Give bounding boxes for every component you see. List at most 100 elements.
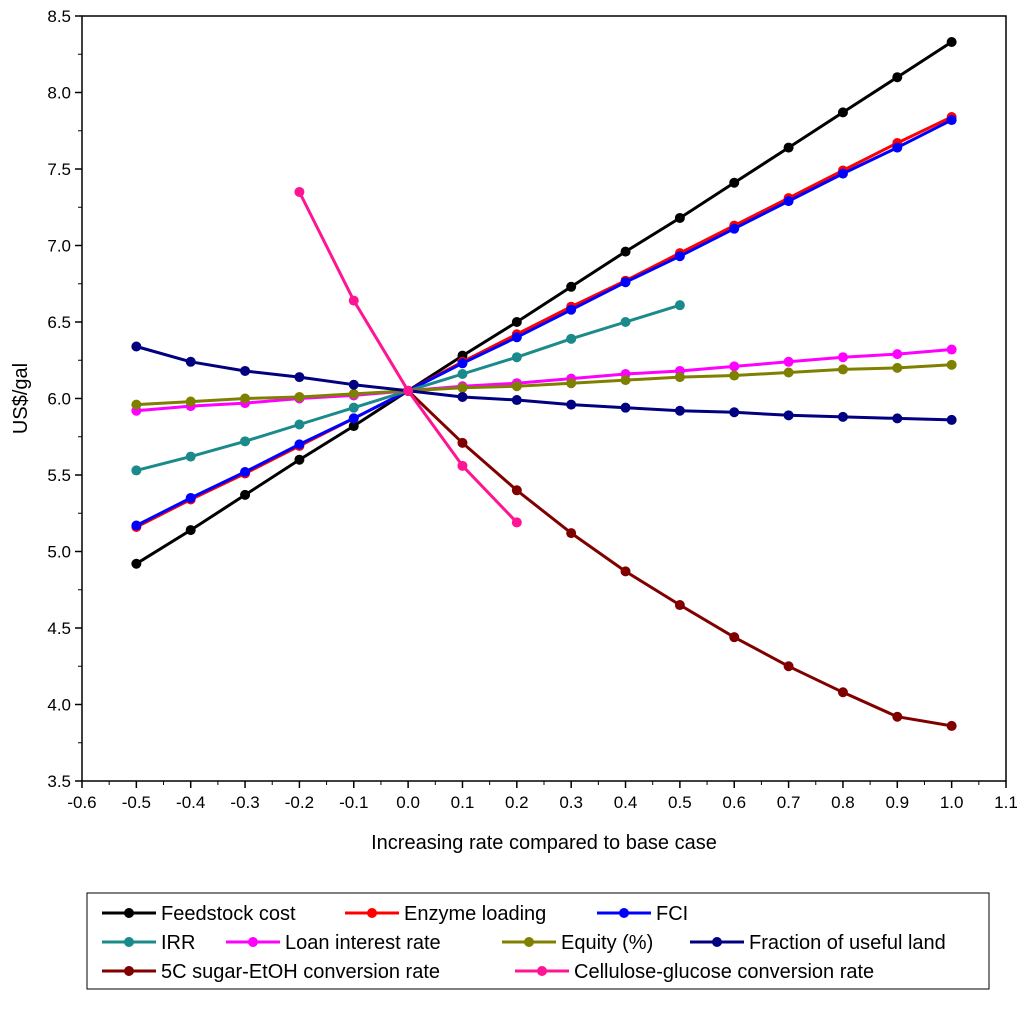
- data-point: [511, 352, 522, 363]
- data-point: [348, 295, 359, 306]
- data-point: [348, 421, 359, 432]
- x-tick-label: 0.6: [722, 793, 746, 812]
- x-tick-label: 1.1: [994, 793, 1018, 812]
- data-point: [511, 317, 522, 327]
- data-point: [294, 372, 305, 383]
- data-point: [620, 402, 631, 413]
- x-tick-label: -0.4: [176, 793, 205, 812]
- data-point: [837, 352, 848, 363]
- data-point: [185, 492, 196, 503]
- legend-label: Enzyme loading: [404, 903, 546, 925]
- data-point: [946, 720, 957, 731]
- data-point: [240, 466, 251, 477]
- data-point: [729, 407, 740, 418]
- legend-item: IRR: [102, 932, 195, 954]
- x-tick-label: 0.5: [668, 793, 692, 812]
- data-point: [348, 379, 359, 390]
- data-point: [729, 370, 740, 381]
- data-point: [620, 277, 631, 288]
- legend-item: Equity (%): [502, 932, 653, 954]
- y-tick-label: 7.0: [47, 237, 71, 256]
- y-tick-label: 8.5: [47, 7, 71, 26]
- data-point: [892, 349, 903, 360]
- data-point: [294, 391, 305, 402]
- data-point: [674, 372, 685, 383]
- series-line: [407, 389, 952, 728]
- data-point: [783, 356, 794, 367]
- data-point: [511, 332, 522, 343]
- data-point: [946, 37, 957, 48]
- data-point: [729, 361, 740, 372]
- series-line: [135, 118, 953, 527]
- data-point: [511, 485, 522, 496]
- legend-label: Fraction of useful land: [749, 932, 946, 954]
- data-point: [294, 439, 305, 450]
- y-tick-label: 5.5: [47, 466, 71, 485]
- series-2: [131, 115, 957, 531]
- legend-swatch-marker: [124, 937, 134, 947]
- y-tick-label: 6.0: [47, 390, 71, 409]
- legend-swatch-marker: [124, 966, 134, 976]
- data-point: [240, 365, 251, 376]
- data-point: [566, 333, 577, 344]
- data-point: [620, 375, 631, 386]
- data-point: [783, 142, 794, 153]
- legend-swatch-marker: [619, 908, 629, 918]
- data-point: [566, 528, 577, 539]
- y-axis: 3.5 4.0 4.5 5.0 5.5 6.0 6.5 7.0 7.5 8.0 8.5: [47, 7, 82, 791]
- y-tick-label: 8.0: [47, 84, 71, 103]
- data-point: [457, 382, 468, 393]
- y-tick-label: 5.0: [47, 543, 71, 562]
- data-point: [892, 413, 903, 424]
- data-point: [294, 186, 305, 197]
- data-point: [457, 437, 468, 448]
- data-point: [457, 460, 468, 471]
- x-tick-label: 0.0: [396, 793, 420, 812]
- data-point: [837, 687, 848, 698]
- series-layer: [131, 37, 957, 731]
- legend-item: Loan interest rate: [226, 932, 441, 954]
- series-line: [298, 191, 518, 524]
- data-point: [240, 436, 251, 447]
- data-point: [511, 517, 522, 528]
- data-point: [674, 300, 685, 311]
- data-point: [729, 177, 740, 188]
- data-point: [674, 212, 685, 223]
- data-point: [674, 405, 685, 416]
- y-axis-title: US$/gal: [10, 363, 32, 434]
- data-point: [566, 399, 577, 410]
- x-axis-title: Increasing rate compared to base case: [371, 832, 717, 854]
- x-tick-label: 0.7: [777, 793, 801, 812]
- legend-label: FCI: [656, 903, 688, 925]
- data-point: [620, 566, 631, 577]
- data-point: [240, 489, 251, 500]
- x-tick-label: 0.1: [451, 793, 475, 812]
- series-0: [131, 37, 957, 569]
- legend-label: Cellulose-glucose conversion rate: [574, 961, 874, 983]
- data-point: [837, 411, 848, 422]
- data-point: [892, 142, 903, 153]
- legend-swatch-marker: [524, 937, 534, 947]
- legend-swatch-marker: [537, 966, 547, 976]
- legend-item: Feedstock cost: [102, 903, 296, 925]
- data-point: [131, 558, 142, 569]
- legend-swatch-marker: [248, 937, 258, 947]
- data-point: [511, 395, 522, 406]
- legend-item: Fraction of useful land: [690, 932, 946, 954]
- data-point: [783, 196, 794, 207]
- x-tick-label: 0.4: [614, 793, 638, 812]
- data-point: [294, 454, 305, 465]
- x-axis: -0.6 -0.5 -0.4 -0.3 -0.2 -0.1 0.0 0.1 0.2 0.3 0.4 0…: [67, 781, 1018, 812]
- data-point: [457, 369, 468, 380]
- data-point: [674, 251, 685, 262]
- legend-label: Loan interest rate: [285, 932, 441, 954]
- x-tick-label: -0.2: [285, 793, 314, 812]
- series-7: [403, 385, 957, 731]
- legend-item: FCI: [597, 903, 688, 925]
- data-point: [185, 525, 196, 536]
- legend-item: 5C sugar-EtOH conversion rate: [102, 961, 440, 983]
- data-point: [837, 168, 848, 179]
- series-line: [135, 345, 952, 422]
- data-point: [729, 632, 740, 643]
